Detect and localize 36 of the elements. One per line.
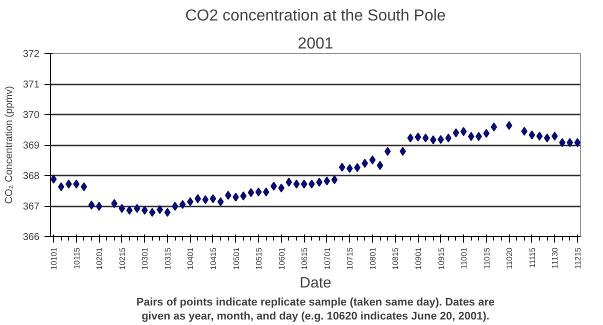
x-tick-label: 10215: [118, 246, 127, 270]
x-tick-label: 10515: [254, 246, 264, 270]
chart-title: CO2 concentration at the South Pole: [185, 8, 446, 24]
x-axis-title: Date: [300, 274, 332, 292]
x-tick-label: 10701: [322, 246, 332, 270]
x-tick-label: 10601: [277, 246, 286, 270]
x-tick-label: 10401: [186, 246, 196, 270]
x-tick-label: 11115: [528, 246, 537, 268]
x-tick-label: 10615: [300, 246, 310, 270]
y-tick-label: 372: [22, 49, 40, 60]
x-tick-label: 10301: [140, 246, 150, 270]
x-tick-label: 10315: [163, 246, 172, 270]
y-tick-label: 371: [22, 80, 40, 90]
x-tick-label: 11001: [460, 246, 469, 270]
x-tick-label: 10201: [95, 246, 104, 270]
y-tick-label: 368: [22, 171, 40, 182]
x-tick-label: 10101: [50, 246, 59, 270]
x-tick-label: 11215: [573, 246, 582, 270]
x-tick-label: 10915: [436, 246, 446, 270]
y-tick-label: 369: [22, 140, 40, 152]
x-tick-label: 10501: [232, 246, 241, 270]
x-tick-label: 10815: [391, 246, 400, 270]
x-tick-label: 11020: [505, 246, 514, 270]
x-tick-label: 10715: [346, 246, 355, 270]
y-tick-label: 367: [22, 202, 40, 212]
chart-subtitle: 2001: [298, 36, 334, 52]
x-tick-label: 10415: [208, 246, 218, 270]
x-tick-label: 10901: [414, 246, 424, 270]
x-tick-label: 11130: [550, 246, 560, 269]
y-axis-title: CO₂ Concentration (ppmv): [4, 86, 15, 204]
y-tick-label: 370: [22, 110, 40, 121]
x-tick-label: 10115: [72, 246, 82, 270]
x-tick-label: 10801: [368, 246, 378, 270]
x-tick-label: 11015: [482, 246, 492, 270]
text: Pairs of points indicate replicate sample (taken same day). Dates are given as year, month, and day (e.g. 10620 indicates June 20, 2001).: [136, 296, 495, 322]
y-tick-label: 366: [22, 232, 40, 243]
